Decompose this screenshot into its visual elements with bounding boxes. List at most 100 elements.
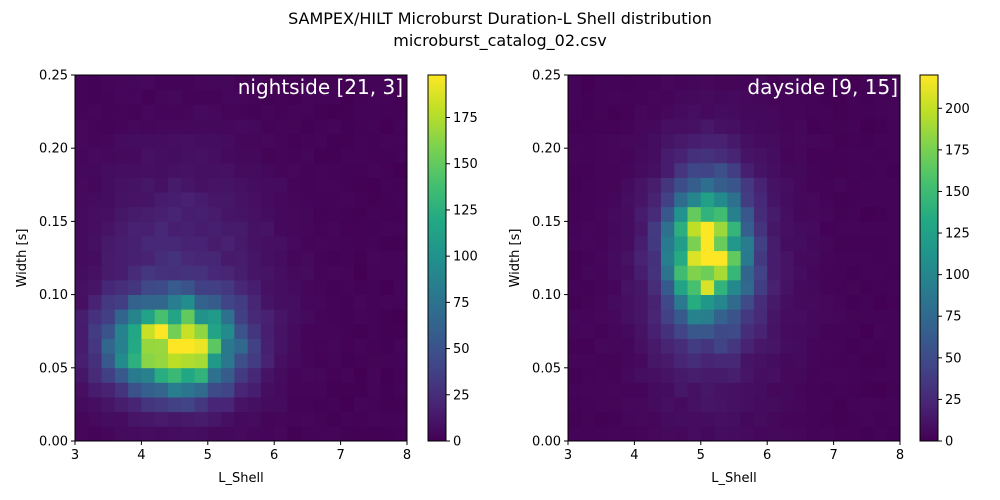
heatmap-cell bbox=[846, 411, 861, 427]
heatmap-cell bbox=[75, 323, 89, 339]
heatmap-cell bbox=[607, 148, 622, 164]
heatmap-cell bbox=[141, 89, 156, 105]
heatmap-cell bbox=[393, 279, 408, 295]
heatmap-cell bbox=[327, 118, 341, 134]
heatmap-cell bbox=[340, 118, 355, 134]
heatmap-cell bbox=[260, 397, 275, 413]
heatmap-cell bbox=[860, 192, 874, 208]
heatmap-cell bbox=[367, 250, 381, 266]
heatmap-cell bbox=[647, 104, 662, 120]
heatmap-cell bbox=[274, 148, 288, 164]
heatmap-cell bbox=[167, 397, 182, 413]
heatmap-cell bbox=[300, 177, 315, 193]
heatmap-cell bbox=[274, 118, 288, 134]
heatmap-cell bbox=[714, 192, 728, 208]
heatmap-cell bbox=[88, 236, 102, 252]
heatmap-cell bbox=[287, 177, 302, 193]
heatmap-cell bbox=[833, 236, 848, 252]
heatmap-cell bbox=[88, 89, 102, 105]
heatmap-cell bbox=[634, 279, 649, 295]
heatmap-cell bbox=[194, 236, 209, 252]
colorbar-tick-label: 0 bbox=[945, 435, 953, 450]
heatmap-cell bbox=[260, 177, 275, 193]
heatmap-cell bbox=[234, 221, 249, 237]
heatmap-cell bbox=[221, 367, 235, 383]
heatmap-cell bbox=[594, 279, 609, 295]
heatmap-cell bbox=[674, 294, 688, 310]
heatmap-cell bbox=[581, 89, 595, 105]
heatmap-cell bbox=[568, 177, 582, 193]
heatmap-cell bbox=[687, 323, 702, 339]
heatmap-cell bbox=[340, 104, 355, 120]
heatmap-cell bbox=[886, 367, 901, 383]
heatmap-cell bbox=[714, 323, 728, 339]
heatmap-cell bbox=[634, 367, 649, 383]
heatmap-cell bbox=[260, 294, 275, 310]
heatmap-cell bbox=[647, 323, 662, 339]
heatmap-cell bbox=[674, 118, 688, 134]
heatmap-cell bbox=[287, 338, 302, 354]
heatmap-cell bbox=[660, 353, 675, 369]
heatmap-cell bbox=[274, 250, 288, 266]
heatmap-cell bbox=[380, 411, 395, 427]
heatmap-cell bbox=[820, 75, 834, 91]
heatmap-cell bbox=[234, 192, 249, 208]
heatmap-cell bbox=[114, 221, 129, 237]
heatmap-cell bbox=[260, 426, 275, 442]
heatmap-cell bbox=[141, 338, 156, 354]
heatmap-cell bbox=[581, 250, 595, 266]
heatmap-cell bbox=[247, 397, 262, 413]
heatmap-cell bbox=[141, 382, 156, 398]
heatmap-cell bbox=[181, 206, 195, 222]
heatmap-cell bbox=[581, 104, 595, 120]
heatmap-cell bbox=[647, 294, 662, 310]
heatmap-cell bbox=[607, 133, 622, 149]
y-tick-label: 0.00 bbox=[532, 435, 561, 450]
heatmap-cell bbox=[594, 162, 609, 178]
heatmap-cell bbox=[634, 411, 649, 427]
heatmap-cell bbox=[860, 206, 874, 222]
heatmap-cell bbox=[687, 133, 702, 149]
heatmap-cell bbox=[780, 104, 795, 120]
heatmap-cell bbox=[860, 382, 874, 398]
heatmap-cell bbox=[660, 338, 675, 354]
heatmap-cell bbox=[75, 133, 89, 149]
heatmap-cell bbox=[154, 104, 169, 120]
heatmap-cell bbox=[820, 367, 834, 383]
heatmap-cell bbox=[886, 177, 901, 193]
heatmap-cell bbox=[88, 411, 102, 427]
heatmap-cell bbox=[846, 118, 861, 134]
heatmap-cell bbox=[353, 382, 368, 398]
heatmap-cell bbox=[167, 89, 182, 105]
heatmap-cell bbox=[274, 367, 288, 383]
heatmap-cell bbox=[101, 89, 116, 105]
heatmap-cell bbox=[873, 118, 888, 134]
heatmap-cell bbox=[300, 206, 315, 222]
heatmap-cell bbox=[75, 192, 89, 208]
heatmap-cell bbox=[194, 382, 209, 398]
heatmap-cell bbox=[846, 192, 861, 208]
heatmap-cell bbox=[886, 338, 901, 354]
heatmap-cell bbox=[141, 236, 156, 252]
heatmap-cell bbox=[181, 177, 195, 193]
heatmap-cell bbox=[780, 192, 795, 208]
heatmap-cell bbox=[687, 294, 702, 310]
heatmap-cell bbox=[340, 89, 355, 105]
heatmap-cell bbox=[607, 89, 622, 105]
heatmap-cell bbox=[873, 250, 888, 266]
heatmap-cell bbox=[247, 162, 262, 178]
heatmap-cell bbox=[287, 353, 302, 369]
heatmap-cell bbox=[753, 338, 768, 354]
heatmap-cell bbox=[327, 221, 341, 237]
heatmap-cell bbox=[833, 162, 848, 178]
heatmap-cell bbox=[75, 236, 89, 252]
heatmap-cell bbox=[700, 75, 715, 91]
heatmap-cell bbox=[114, 411, 129, 427]
heatmap-cell bbox=[88, 353, 102, 369]
heatmap-cell bbox=[88, 367, 102, 383]
heatmap-cell bbox=[154, 309, 169, 325]
heatmap-cell bbox=[753, 309, 768, 325]
heatmap-cell bbox=[181, 426, 195, 442]
heatmap-cell bbox=[674, 367, 688, 383]
heatmap-cell bbox=[793, 89, 808, 105]
